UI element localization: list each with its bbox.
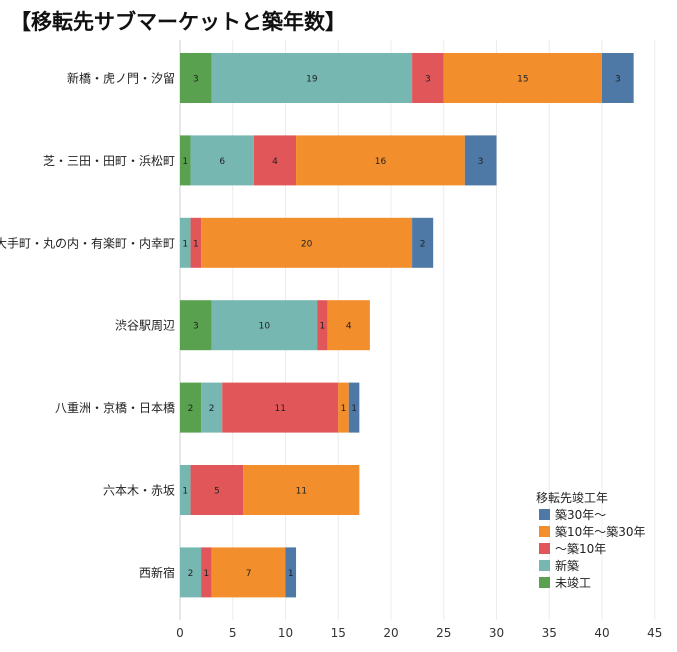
data-label: 1 <box>182 157 188 167</box>
data-label: 2 <box>188 404 194 414</box>
data-label: 20 <box>301 239 313 249</box>
category-label: 西新宿 <box>139 565 175 580</box>
data-label: 2 <box>420 239 426 249</box>
bar-segment <box>180 53 212 103</box>
legend-label: 築30年～ <box>555 507 606 522</box>
bar-segment <box>327 300 370 351</box>
category-axis: 新橋・虎ノ門・汐留芝・三田・田町・浜松町大手町・丸の内・有楽町・内幸町渋谷駅周辺… <box>0 71 175 580</box>
data-label: 3 <box>425 75 431 85</box>
bar-segment <box>211 53 413 103</box>
bar-segment <box>285 547 297 598</box>
legend-label: 新築 <box>555 558 579 573</box>
bar-segment <box>338 382 349 433</box>
data-label: 5 <box>214 487 220 497</box>
legend-swatch <box>539 509 550 520</box>
legend-label: ～築10年 <box>555 541 606 556</box>
category-label: 大手町・丸の内・有楽町・内幸町 <box>0 236 175 250</box>
category-label: 芝・三田・田町・浜松町 <box>43 153 175 168</box>
legend-swatch <box>539 577 550 588</box>
bar-segment <box>190 217 202 268</box>
bar-segment <box>253 135 297 186</box>
bar-segment <box>412 53 444 103</box>
x-tick-label: 10 <box>278 626 293 640</box>
bar-segment <box>602 53 634 103</box>
legend-title: 移転先竣工年 <box>536 490 608 505</box>
category-label: 新橋・虎ノ門・汐留 <box>67 71 175 86</box>
bar-segment <box>222 382 339 433</box>
bar-segment <box>348 382 360 433</box>
data-label: 1 <box>182 487 188 497</box>
data-labels: 3 19 3 15 31 6 4 16 31 1 20 23 10 1 42 2 11 1 11 5 112 1 7 1 <box>182 75 620 579</box>
bar-segment <box>243 465 360 515</box>
data-label: 2 <box>188 569 194 579</box>
x-axis-ticks: 0 5 10 15 20 25 30 35 40 45 <box>176 626 662 640</box>
data-label: 4 <box>346 322 352 332</box>
bar-segment <box>190 465 244 515</box>
bar-segment <box>180 135 191 186</box>
bar-segment <box>412 217 434 268</box>
data-label: 16 <box>375 157 387 167</box>
data-label: 7 <box>246 569 252 579</box>
data-label: 3 <box>478 157 484 167</box>
data-label: 19 <box>306 75 318 85</box>
x-tick-label: 40 <box>594 626 609 640</box>
bar-segment <box>211 547 286 598</box>
bar-segment <box>180 300 212 351</box>
bar-segment <box>443 53 602 103</box>
data-label: 3 <box>193 322 199 332</box>
data-label: 15 <box>517 75 528 85</box>
data-label: 1 <box>351 404 357 414</box>
bar-segment <box>180 465 191 515</box>
bar-segment <box>464 135 497 186</box>
data-label: 3 <box>615 75 621 85</box>
x-tick-label: 35 <box>542 626 557 640</box>
x-tick-label: 25 <box>436 626 451 640</box>
x-tick-label: 0 <box>176 626 184 640</box>
bar-segment <box>180 382 202 433</box>
data-label: 11 <box>296 487 307 497</box>
category-label: 六本木・赤坂 <box>103 484 175 498</box>
x-tick-label: 20 <box>383 626 398 640</box>
bar-segment <box>180 217 191 268</box>
data-label: 1 <box>320 322 326 332</box>
bar-segment <box>201 547 212 598</box>
bar-segment <box>211 300 318 351</box>
category-label: 八重洲・京橋・日本橋 <box>55 401 175 415</box>
bar-segment <box>201 217 413 268</box>
bar-segment <box>317 300 328 351</box>
legend-swatch <box>539 543 550 554</box>
data-label: 1 <box>204 569 210 579</box>
data-label: 2 <box>209 404 215 414</box>
bars <box>180 53 634 598</box>
data-label: 6 <box>219 157 225 167</box>
x-tick-label: 5 <box>229 626 237 640</box>
data-label: 1 <box>288 569 294 579</box>
bar-segment <box>296 135 465 186</box>
data-label: 3 <box>193 75 199 85</box>
bar-segment <box>180 547 202 598</box>
legend-swatch <box>539 526 550 537</box>
page-title: 【移転先サブマーケットと築年数】 <box>10 10 346 34</box>
x-tick-label: 30 <box>489 626 504 640</box>
data-label: 4 <box>272 157 278 167</box>
legend-swatch <box>539 560 550 571</box>
legend-label: 未竣工 <box>555 575 591 590</box>
x-tick-label: 15 <box>331 626 346 640</box>
bar-segment <box>201 382 223 433</box>
data-label: 1 <box>182 239 188 249</box>
data-label: 1 <box>193 239 199 249</box>
data-label: 1 <box>341 404 347 414</box>
category-label: 渋谷駅周辺 <box>115 319 175 333</box>
data-label: 11 <box>274 404 285 414</box>
x-tick-label: 45 <box>647 626 662 640</box>
legend-label: 築10年～築30年 <box>555 524 646 539</box>
bar-segment <box>190 135 254 186</box>
data-label: 10 <box>259 322 271 332</box>
